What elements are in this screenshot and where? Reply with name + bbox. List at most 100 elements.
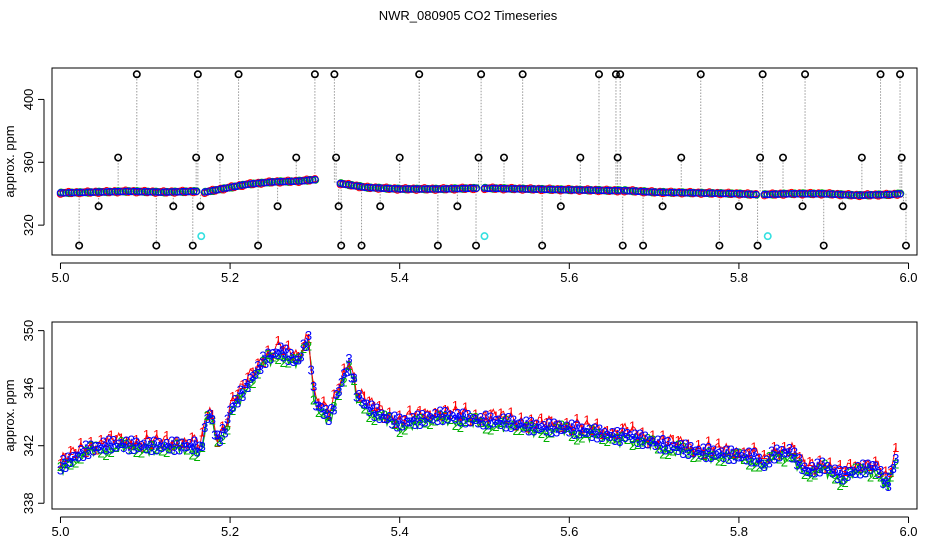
- top-x-tick-label: 5.4: [391, 270, 409, 285]
- series-1-label: 1: [583, 413, 590, 428]
- spike-point: [857, 153, 866, 162]
- series-1-line: [60, 332, 897, 476]
- bottom-y-axis-label: approx. ppm: [2, 379, 17, 451]
- series-1-label: 1: [563, 415, 570, 430]
- series-3-label: 3: [487, 409, 494, 424]
- series-3-label: 3: [872, 459, 879, 474]
- spike-point: [215, 153, 224, 162]
- series-2-label: 2: [411, 413, 418, 428]
- baseline-point-blue: [616, 186, 624, 195]
- series-2-label: 2: [234, 392, 241, 407]
- baseline-point-blue: [752, 190, 760, 199]
- series-1-label: 1: [275, 333, 282, 348]
- series-2-label: 2: [275, 352, 282, 367]
- series-2-label: 2: [335, 388, 342, 403]
- series-1-label: 1: [558, 420, 565, 435]
- series-3-label: 3: [819, 455, 826, 470]
- series-3-label: 3: [880, 476, 887, 491]
- spike-point: [433, 241, 442, 250]
- series-3-label: 3: [593, 431, 600, 446]
- series-3-label: 3: [313, 398, 320, 413]
- series-3-label: 3: [454, 406, 461, 421]
- series-1-label: 1: [371, 399, 378, 414]
- series-1-label: 1: [619, 420, 626, 435]
- series-1-label: 1: [300, 339, 307, 354]
- series-1-label: 1: [229, 389, 236, 404]
- series-2-label: 2: [153, 441, 160, 456]
- series-2-label: 2: [421, 415, 428, 430]
- series-2-label: 2: [538, 426, 545, 441]
- spike-point: [896, 70, 905, 79]
- series-2-label: 2: [396, 425, 403, 440]
- series-3-label: 3: [525, 423, 532, 438]
- series-3-label: 3: [869, 458, 876, 473]
- series-1-label: 1: [735, 446, 742, 461]
- series-3-label: 3: [682, 437, 689, 452]
- series-3-label: 3: [166, 442, 173, 457]
- series-2-label: 2: [345, 358, 352, 373]
- spike-point: [897, 153, 906, 162]
- series-3-label: 3: [591, 420, 598, 435]
- series-1-label: 1: [437, 408, 444, 423]
- series-2-label: 2: [371, 413, 378, 428]
- series-3-label: 3: [647, 433, 654, 448]
- spike-point: [819, 241, 828, 250]
- series-3-label: 3: [763, 453, 770, 468]
- series-2-label: 2: [62, 456, 69, 471]
- series-2-label: 2: [391, 417, 398, 432]
- series-2-label: 2: [163, 445, 170, 460]
- series-2-label: 2: [148, 438, 155, 453]
- series-3-label: 3: [629, 431, 636, 446]
- series-2-label: 2: [143, 440, 150, 455]
- series-3-label: 3: [234, 396, 241, 411]
- series-2-label: 2: [512, 423, 519, 438]
- spike-point: [254, 241, 263, 250]
- series-3-label: 3: [67, 455, 74, 470]
- baseline-point-blue: [749, 190, 757, 199]
- series-1-label: 1: [366, 394, 373, 409]
- series-2-label: 2: [862, 465, 869, 480]
- series-2-label: 2: [416, 411, 423, 426]
- series-2-label: 2: [330, 399, 337, 414]
- series-1-label: 1: [401, 413, 408, 428]
- series-1-label: 1: [852, 458, 859, 473]
- series-2-label: 2: [209, 412, 216, 427]
- series-2-label: 2: [882, 475, 889, 490]
- series-1-label: 1: [796, 449, 803, 464]
- series-2-label: 2: [224, 422, 231, 437]
- series-3-label: 3: [254, 358, 261, 373]
- baseline-point-blue: [896, 189, 904, 198]
- series-1-label: 1: [442, 402, 449, 417]
- top-x-tick-label: 5.6: [560, 270, 578, 285]
- series-3-label: 3: [475, 416, 482, 431]
- series-3-label: 3: [262, 356, 269, 371]
- series-1-label: 1: [857, 459, 864, 474]
- series-1-label: 1: [254, 356, 261, 371]
- series-2-label: 2: [492, 419, 499, 434]
- series-3-label: 3: [836, 463, 843, 478]
- series-3-label: 3: [735, 450, 742, 465]
- series-2-label: 2: [219, 432, 226, 447]
- series-1-label: 1: [624, 424, 631, 439]
- series-3-label: 3: [153, 443, 160, 458]
- series-3-label: 3: [204, 411, 211, 426]
- series-1-label: 1: [315, 395, 322, 410]
- series-3-label: 3: [350, 371, 357, 386]
- series-2-label: 2: [239, 385, 246, 400]
- series-3-label: 3: [414, 407, 421, 422]
- series-2-label: 2: [680, 440, 687, 455]
- series-3-label: 3: [366, 404, 373, 419]
- series-1-label: 1: [168, 438, 175, 453]
- series-3-label: 3: [421, 414, 428, 429]
- series-2-label: 2: [259, 354, 266, 369]
- series-2-label: 2: [199, 440, 206, 455]
- series-3-label: 3: [890, 461, 897, 476]
- series-2-label: 2: [138, 445, 145, 460]
- series-1-label: 1: [710, 444, 717, 459]
- series-3-label: 3: [604, 428, 611, 443]
- series-3-label: 3: [345, 351, 352, 366]
- series-2-label: 2: [173, 437, 180, 452]
- series-2-label: 2: [361, 401, 368, 416]
- series-3-label: 3: [614, 424, 621, 439]
- series-3-label: 3: [75, 449, 82, 464]
